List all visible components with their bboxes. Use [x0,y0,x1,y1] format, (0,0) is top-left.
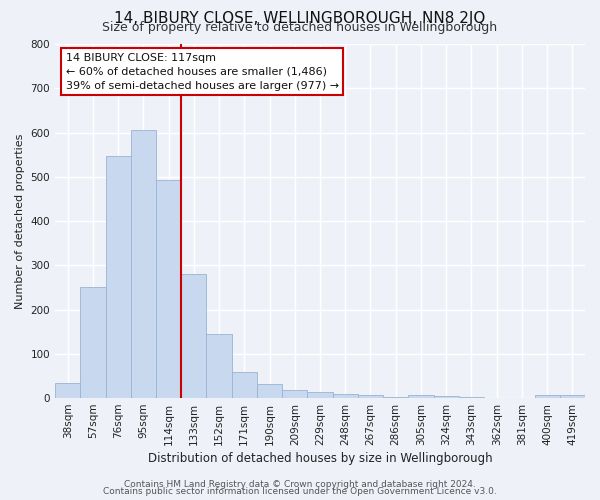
Bar [383,397,409,398]
Bar [459,397,484,398]
Bar [206,334,232,398]
Text: Contains HM Land Registry data © Crown copyright and database right 2024.: Contains HM Land Registry data © Crown c… [124,480,476,489]
Bar [307,392,332,398]
Bar [181,274,206,398]
Bar [131,130,156,398]
Bar [535,394,560,398]
Bar [434,396,459,398]
Bar [232,372,257,398]
Bar [156,180,181,398]
Bar [358,394,383,398]
Bar [257,384,282,398]
Bar [80,288,106,398]
X-axis label: Distribution of detached houses by size in Wellingborough: Distribution of detached houses by size … [148,452,493,465]
Text: 14, BIBURY CLOSE, WELLINGBOROUGH, NN8 2JQ: 14, BIBURY CLOSE, WELLINGBOROUGH, NN8 2J… [115,11,485,26]
Bar [282,390,307,398]
Bar [332,394,358,398]
Bar [106,156,131,398]
Bar [55,382,80,398]
Text: 14 BIBURY CLOSE: 117sqm
← 60% of detached houses are smaller (1,486)
39% of semi: 14 BIBURY CLOSE: 117sqm ← 60% of detache… [65,53,339,91]
Text: Size of property relative to detached houses in Wellingborough: Size of property relative to detached ho… [103,21,497,34]
Text: Contains public sector information licensed under the Open Government Licence v3: Contains public sector information licen… [103,487,497,496]
Y-axis label: Number of detached properties: Number of detached properties [15,134,25,308]
Bar [409,396,434,398]
Bar [560,394,585,398]
